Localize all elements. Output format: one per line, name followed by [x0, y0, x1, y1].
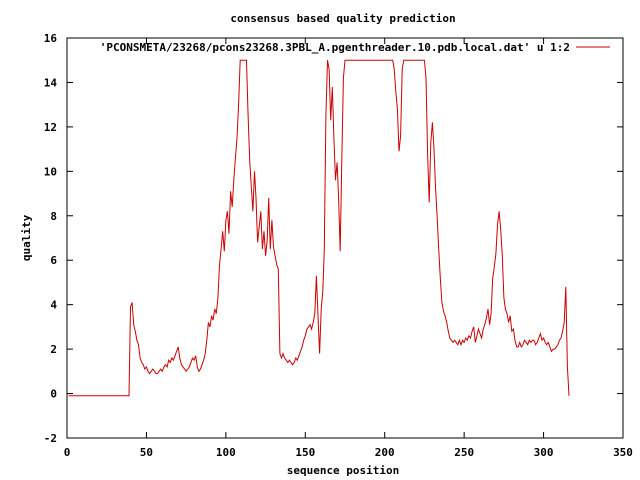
x-tick-label: 250: [454, 446, 474, 459]
y-axis-label: quality: [20, 214, 33, 261]
y-axis-ticks: -2 0 2 4 6 8 10 12 14 16: [44, 32, 623, 445]
y-tick-label: 2: [50, 343, 57, 356]
y-tick-label: 16: [44, 32, 58, 45]
y-tick-label: 14: [44, 76, 58, 89]
x-axis-label: sequence position: [287, 464, 400, 477]
legend: 'PCONSMETA/23268/pcons23268.3PBL_A.pgent…: [100, 41, 610, 54]
x-tick-label: 150: [295, 446, 315, 459]
x-axis-ticks: 0 50 100 150 200 250 300 350: [64, 38, 633, 459]
x-tick-label: 50: [140, 446, 153, 459]
y-tick-label: 8: [50, 210, 57, 223]
x-tick-label: 300: [534, 446, 554, 459]
y-tick-label: 12: [44, 121, 57, 134]
chart-title: consensus based quality prediction: [230, 12, 455, 25]
y-tick-label: 6: [50, 254, 57, 267]
x-tick-label: 350: [613, 446, 633, 459]
y-tick-label: 0: [50, 388, 57, 401]
y-tick-label: -2: [44, 432, 57, 445]
series-line: [68, 59, 570, 397]
y-tick-label: 10: [44, 165, 57, 178]
y-tick-label: 4: [50, 299, 57, 312]
plot-frame: [66, 37, 624, 439]
legend-label: 'PCONSMETA/23268/pcons23268.3PBL_A.pgent…: [100, 41, 570, 54]
x-tick-label: 0: [64, 446, 71, 459]
x-tick-label: 200: [375, 446, 395, 459]
x-tick-label: 100: [216, 446, 236, 459]
